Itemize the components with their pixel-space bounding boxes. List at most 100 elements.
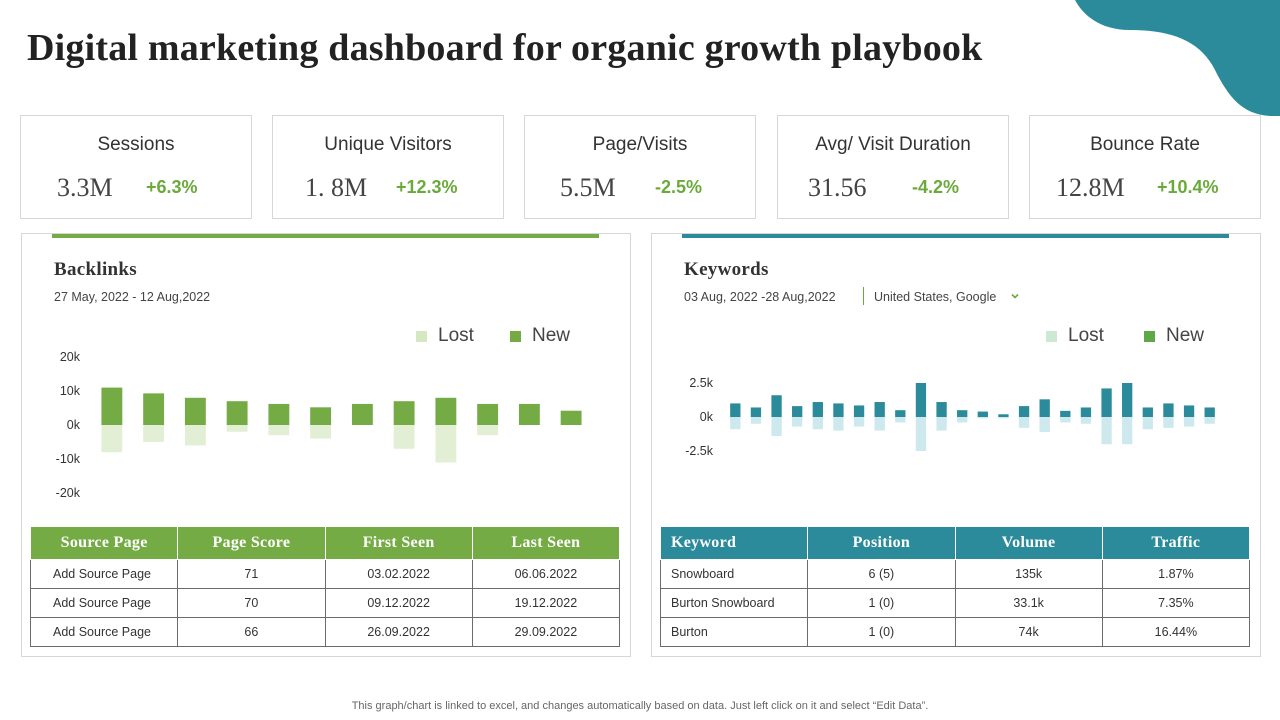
bar-lost — [771, 417, 782, 437]
bar-new — [1101, 388, 1112, 417]
bar-new — [874, 402, 885, 417]
bar-new — [1060, 410, 1071, 417]
y-tick-label: -20k — [56, 486, 81, 500]
legend-new-swatch — [510, 330, 521, 342]
keywords-accent-bar — [682, 234, 1229, 238]
table-row: Add Source Page 70 09.12.2022 19.12.2022 — [29, 588, 621, 618]
bar-new — [915, 383, 927, 417]
bar-new — [998, 414, 1009, 417]
bar-new — [184, 397, 206, 425]
y-tick-label: 2.5k — [689, 376, 713, 390]
table-cell: Add Source Page — [29, 617, 179, 647]
bar-lost — [1101, 417, 1112, 445]
bar-lost — [895, 417, 906, 423]
bar-lost — [143, 425, 165, 442]
y-tick-label: -10k — [56, 452, 81, 466]
kpi-delta: +12.3% — [396, 177, 458, 197]
bar-lost — [915, 417, 927, 451]
bar-lost — [874, 417, 885, 431]
kpi-label: Sessions — [97, 134, 175, 155]
table-cell: 1.87% — [1101, 559, 1251, 589]
legend-new: New — [510, 325, 570, 347]
column-header: Source Page — [29, 526, 179, 560]
bar-new — [977, 411, 988, 417]
bar-lost — [393, 425, 415, 449]
table-cell: 19.12.2022 — [471, 588, 621, 618]
column-header: Traffic — [1101, 526, 1251, 560]
bar-new — [812, 402, 823, 417]
column-header: Last Seen — [471, 526, 621, 560]
y-tick-label: 0k — [67, 418, 81, 432]
bar-lost — [812, 417, 823, 430]
bar-lost — [477, 425, 499, 436]
kpi-value: 31.56 — [808, 173, 867, 202]
table-cell: 16.44% — [1101, 617, 1251, 647]
table-cell: 29.09.2022 — [471, 617, 621, 647]
kpi-value: 5.5M — [560, 173, 616, 202]
bar-new — [1080, 407, 1092, 417]
kpi-delta: +6.3% — [146, 177, 198, 197]
bar-lost — [268, 425, 290, 436]
y-tick-label: 20k — [60, 350, 81, 364]
bar-lost — [833, 417, 844, 431]
region-selector[interactable]: United States, Google — [874, 290, 997, 304]
kpi-label: Avg/ Visit Duration — [815, 134, 971, 155]
table-header-row: Source Page Page Score First Seen Last S… — [29, 526, 621, 560]
table-row: Add Source Page 66 26.09.2022 29.09.2022 — [29, 617, 621, 647]
y-tick-label: 10k — [60, 384, 81, 398]
bar-lost — [226, 425, 248, 432]
bar-new — [351, 403, 373, 425]
bar-lost — [1018, 417, 1030, 428]
bar-new — [268, 403, 290, 425]
bar-lost — [1039, 417, 1050, 432]
bar-lost — [1183, 417, 1195, 427]
backlinks-chart: 20k 10k 0k -10k -20k — [56, 350, 582, 500]
kpi-card-sessions: Sessions 3.3M +6.3% — [20, 115, 252, 219]
column-header: First Seen — [324, 526, 473, 560]
legend-new: New — [1144, 325, 1204, 347]
chevron-down-icon[interactable] — [1010, 291, 1020, 301]
kpi-card-page-visits: Page/Visits 5.5M -2.5% — [524, 115, 756, 219]
table-cell: 6 (5) — [807, 559, 956, 589]
legend-lost: Lost — [1046, 325, 1104, 347]
kpi-label: Page/Visits — [592, 134, 688, 155]
backlinks-accent-bar — [52, 234, 599, 238]
table-cell: 03.02.2022 — [324, 559, 473, 589]
table-cell: 06.06.2022 — [471, 559, 621, 589]
kpi-delta: +10.4% — [1157, 177, 1219, 197]
bar-new — [1039, 399, 1050, 417]
table-cell: Add Source Page — [29, 588, 179, 618]
bar-new — [560, 410, 582, 425]
table-cell: 26.09.2022 — [324, 617, 473, 647]
legend-new-label: New — [532, 325, 571, 346]
table-header-row: Keyword Position Volume Traffic — [659, 526, 1251, 560]
bar-lost — [184, 425, 206, 446]
y-tick-label: -2.5k — [685, 444, 714, 458]
bar-new — [833, 403, 844, 417]
kpi-value: 1. 8M — [305, 173, 368, 202]
bar-new — [1183, 405, 1195, 417]
kpi-delta: -2.5% — [655, 177, 703, 197]
table-row: Burton 1 (0) 74k 16.44% — [659, 617, 1251, 647]
column-header: Keyword — [659, 526, 809, 560]
bar-new — [895, 410, 906, 417]
legend-new-swatch — [1144, 330, 1155, 342]
bar-new — [435, 397, 457, 425]
bar-lost — [977, 417, 988, 419]
bar-new — [101, 387, 123, 425]
table-cell: 7.35% — [1101, 588, 1251, 618]
bar-lost — [1122, 417, 1133, 445]
bar-new — [853, 405, 865, 417]
kpi-card-unique-visitors: Unique Visitors 1. 8M +12.3% — [272, 115, 504, 219]
bar-lost — [853, 417, 865, 427]
bar-new — [957, 410, 968, 417]
bar-new — [1204, 407, 1215, 417]
page-title: Digital marketing dashboard for organic … — [27, 27, 983, 69]
bar-lost — [101, 425, 123, 453]
kpi-card-avg-visit-duration: Avg/ Visit Duration 31.56 -4.2% — [777, 115, 1009, 219]
legend-new-label: New — [1166, 325, 1205, 346]
bar-new — [143, 393, 165, 425]
table-row: Burton Snowboard 1 (0) 33.1k 7.35% — [659, 588, 1251, 618]
column-header: Position — [807, 526, 956, 560]
backlinks-date-range: 27 May, 2022 - 12 Aug,2022 — [54, 290, 211, 304]
